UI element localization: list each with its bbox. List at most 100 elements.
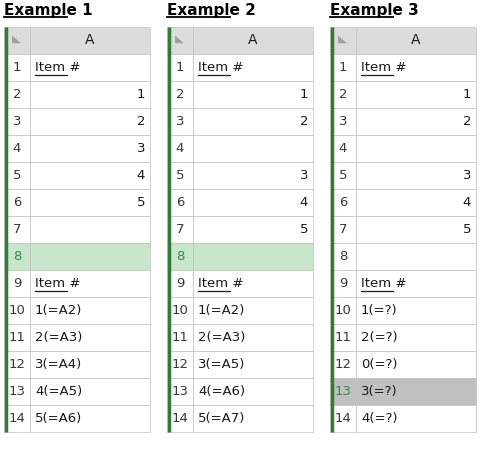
Bar [4,162,30,189]
Text: 12: 12 [334,358,352,371]
Bar [4,351,30,378]
Text: A: A [411,33,421,47]
Bar [193,270,313,297]
Bar [30,162,150,189]
Bar [330,297,356,324]
Text: 1: 1 [13,61,21,74]
Text: 5: 5 [176,169,184,182]
Bar [356,27,476,54]
Text: 1: 1 [176,61,184,74]
Text: 2(=?): 2(=?) [361,331,398,344]
Text: Example 3: Example 3 [330,3,419,18]
Text: 4: 4 [176,142,184,155]
Bar [30,81,150,108]
Bar [167,297,193,324]
Bar [167,405,193,432]
Text: Item #: Item # [198,277,244,290]
Bar [356,324,476,351]
Bar [330,351,356,378]
Text: 1: 1 [136,88,145,101]
Text: 2(=A3): 2(=A3) [35,331,82,344]
Text: 5: 5 [13,169,21,182]
Text: 6: 6 [176,196,184,209]
Bar [167,243,193,270]
Text: Example 1: Example 1 [4,3,92,18]
Text: 3: 3 [136,142,145,155]
Text: 3: 3 [176,115,184,128]
Text: 4(=A6): 4(=A6) [198,385,245,398]
Bar [356,405,476,432]
Text: 8: 8 [13,250,21,263]
Bar [167,135,193,162]
Text: 2: 2 [13,88,21,101]
Bar [30,216,150,243]
Text: 0(=?): 0(=?) [361,358,398,371]
Text: 3(=?): 3(=?) [361,385,398,398]
Text: 9: 9 [176,277,184,290]
Bar [356,216,476,243]
Bar [4,297,30,324]
Bar [356,81,476,108]
Bar [330,243,356,270]
Bar [330,405,356,432]
Bar [167,270,193,297]
Text: 3(=A5): 3(=A5) [198,358,246,371]
Text: 5: 5 [299,223,308,236]
Polygon shape [338,36,347,43]
Polygon shape [12,36,21,43]
Text: 11: 11 [334,331,352,344]
Text: 2: 2 [462,115,471,128]
Text: 14: 14 [8,412,25,425]
Bar [30,189,150,216]
Text: 4: 4 [339,142,347,155]
Bar [356,351,476,378]
Bar [30,324,150,351]
Text: 3: 3 [339,115,347,128]
Text: 1: 1 [339,61,347,74]
Text: Item #: Item # [198,61,244,74]
Text: 5: 5 [462,223,471,236]
Text: 10: 10 [334,304,351,317]
Bar [356,297,476,324]
Bar [30,351,150,378]
Bar [167,108,193,135]
Bar [30,135,150,162]
Bar [30,54,150,81]
Text: 3(=A4): 3(=A4) [35,358,82,371]
Bar [167,54,193,81]
Bar [193,216,313,243]
Text: 2: 2 [176,88,184,101]
Bar [356,108,476,135]
Text: 9: 9 [13,277,21,290]
Bar [356,378,476,405]
Bar [193,189,313,216]
Bar [30,27,150,54]
Text: 3: 3 [13,115,21,128]
Text: 13: 13 [334,385,352,398]
Bar [167,162,193,189]
Text: 2(=A3): 2(=A3) [198,331,246,344]
Text: 11: 11 [8,331,26,344]
Bar [193,378,313,405]
Bar [30,108,150,135]
Bar [4,108,30,135]
Text: 7: 7 [339,223,347,236]
Bar [330,270,356,297]
Text: 2: 2 [339,88,347,101]
Text: 7: 7 [176,223,184,236]
Text: 1: 1 [299,88,308,101]
Text: Item #: Item # [361,277,407,290]
Text: 13: 13 [8,385,26,398]
Bar [330,27,356,54]
Text: 5: 5 [136,196,145,209]
Bar [356,270,476,297]
Bar [30,405,150,432]
Text: A: A [248,33,258,47]
Bar [4,54,30,81]
Bar [4,378,30,405]
Text: 4(=?): 4(=?) [361,412,398,425]
Bar [167,216,193,243]
Text: 2: 2 [299,115,308,128]
Text: 13: 13 [171,385,189,398]
Bar [30,270,150,297]
